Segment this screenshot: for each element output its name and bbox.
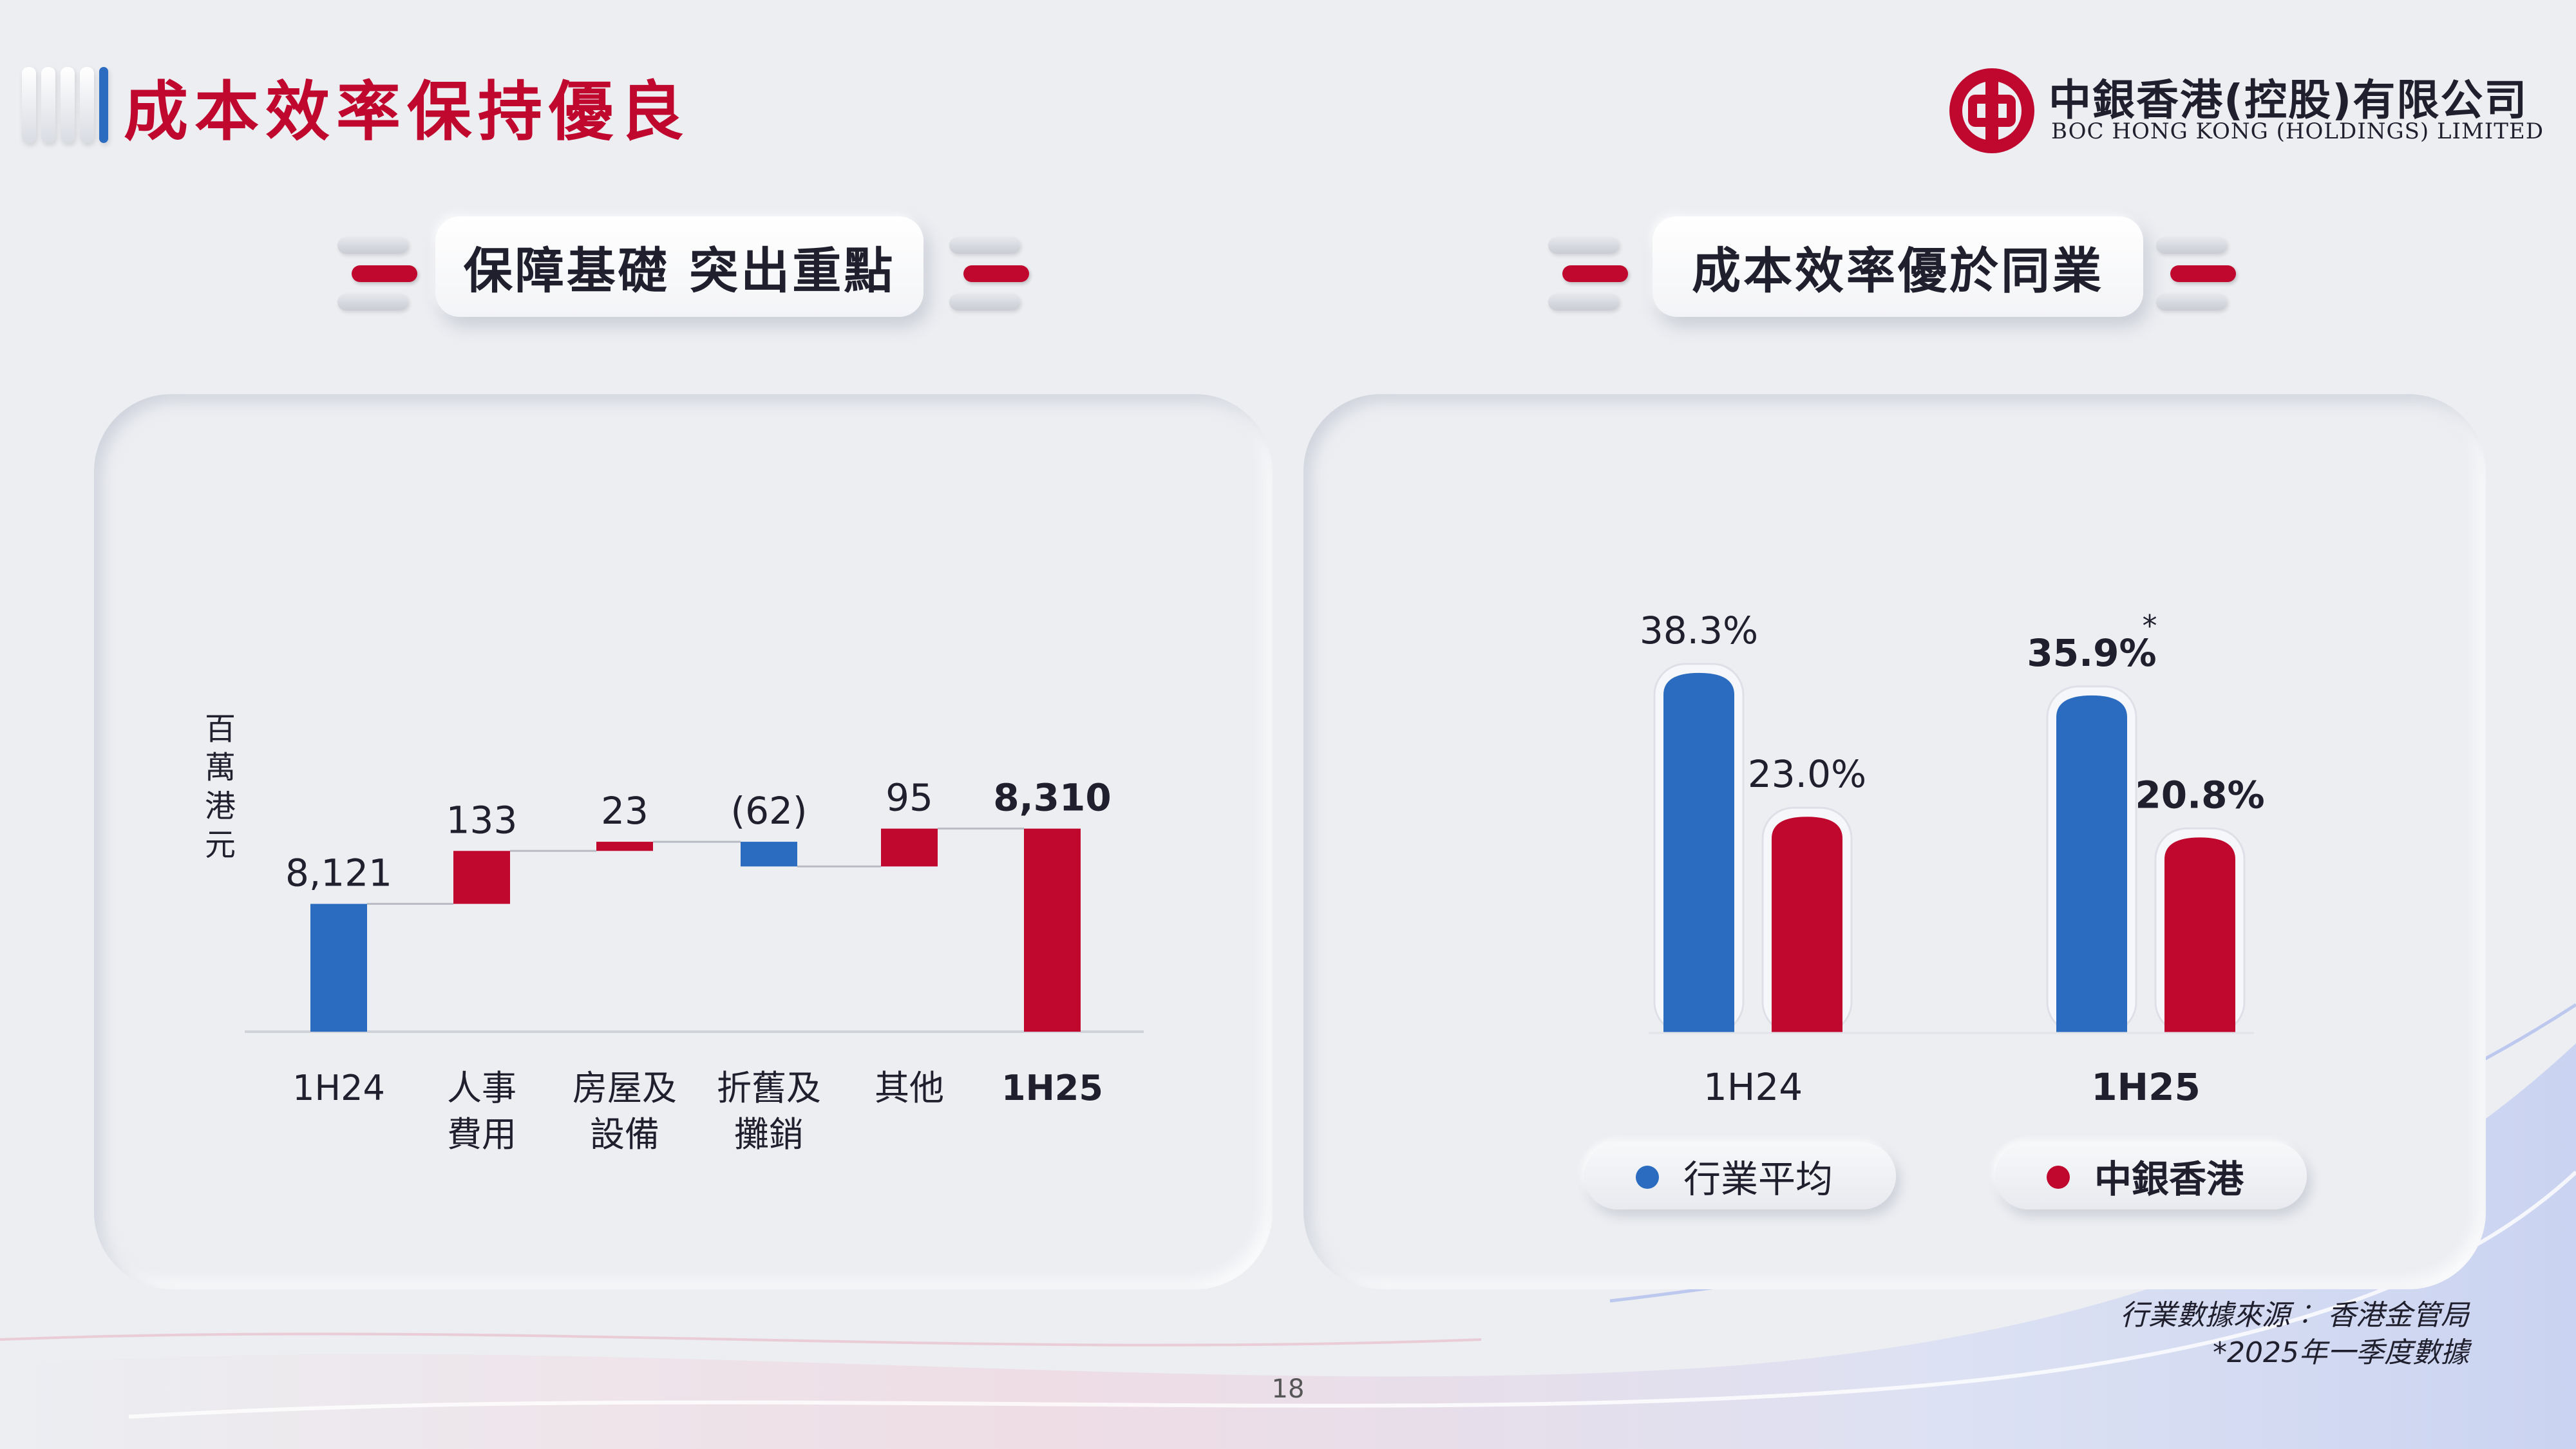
waterfall-bar (453, 851, 510, 904)
x-tick-label: 人事 (447, 1068, 516, 1108)
cost-income-chart-panel (1303, 394, 2486, 1289)
left-section-dash (337, 294, 408, 310)
right-section-title: 成本效率優於同業 (1653, 216, 2143, 317)
x-tick-label: 折舊及 (717, 1068, 821, 1108)
y-axis-label: 萬 (205, 750, 236, 786)
legend-label: 行業平均 (1683, 1157, 1833, 1201)
data-label: 95 (886, 776, 933, 820)
x-tick-label: 攤銷 (734, 1114, 804, 1155)
bar (1772, 817, 1842, 1033)
right-section-dash (2170, 265, 2236, 282)
waterfall-bar (310, 904, 367, 1032)
x-tick-label: 其他 (875, 1068, 944, 1108)
y-axis-label: 百 (205, 711, 236, 747)
legend-item-bochk: 中銀香港 (1995, 1142, 2307, 1209)
x-tick-label: 1H24 (292, 1068, 385, 1108)
page-number: 18 (1271, 1374, 1305, 1404)
data-label: 20.8% (2135, 773, 2264, 817)
data-label: 23.0% (1748, 752, 1866, 796)
legend-label: 中銀香港 (2094, 1157, 2244, 1201)
company-logo: 中銀香港(控股)有限公司 BOC HONG KONG (HOLDINGS) LI… (1948, 62, 2543, 158)
right-section-dash (2156, 237, 2227, 254)
waterfall-bar (1024, 828, 1081, 1032)
right-section-dash (1548, 294, 1619, 310)
right-section-dash (2156, 294, 2227, 310)
data-label: 8,121 (285, 851, 392, 895)
footnote-marker: * (2143, 609, 2157, 643)
x-tick-label: 1H25 (1001, 1068, 1103, 1108)
company-name-zh: 中銀香港(控股)有限公司 (2049, 75, 2528, 125)
bar (2164, 837, 2235, 1033)
x-tick-label: 設備 (590, 1114, 659, 1155)
left-section-dash (963, 265, 1029, 282)
source-line: 行業數據來源︰ 香港金管局 (2120, 1299, 2469, 1332)
legend-dot-icon (2047, 1166, 2070, 1189)
data-label: 8,310 (993, 776, 1111, 820)
left-section-dash (352, 265, 417, 282)
legend-item-industry: 行業平均 (1584, 1142, 1896, 1209)
left-section-title: 保障基礎 突出重點 (435, 216, 923, 317)
left-section-dash (949, 294, 1020, 310)
x-tick-label: 1H25 (2091, 1065, 2201, 1109)
y-axis-label: 港 (205, 788, 236, 824)
boc-logo-icon (1949, 68, 2034, 153)
data-label: 23 (601, 789, 649, 833)
waterfall-bar (596, 842, 653, 851)
legend-dot-icon (1636, 1166, 1659, 1189)
left-section-dash (337, 237, 408, 254)
bar (1663, 672, 1734, 1033)
waterfall-bar (741, 842, 797, 867)
right-section-dash (1562, 265, 1628, 282)
x-tick-label: 1H24 (1703, 1065, 1803, 1109)
left-section-dash (949, 237, 1020, 254)
footnote-line: *2025年一季度數據 (2213, 1336, 2469, 1369)
company-name-en: BOC HONG KONG (HOLDINGS) LIMITED (2051, 118, 2544, 144)
source-note: 行業數據來源︰ 香港金管局 *2025年一季度數據 (2120, 1297, 2469, 1372)
data-label: 38.3% (1640, 609, 1758, 652)
y-axis-label: 元 (205, 827, 236, 863)
right-section-dash (1548, 237, 1619, 254)
data-label: (62) (730, 789, 807, 833)
bar (2056, 695, 2127, 1033)
waterfall-bar (881, 828, 938, 867)
data-label: 35.9% (2027, 631, 2156, 675)
page-title: 成本效率保持優良 (124, 74, 690, 149)
title-decoration (22, 67, 118, 143)
x-tick-label: 費用 (447, 1114, 516, 1155)
data-label: 133 (446, 798, 518, 842)
x-tick-label: 房屋及 (573, 1068, 677, 1108)
